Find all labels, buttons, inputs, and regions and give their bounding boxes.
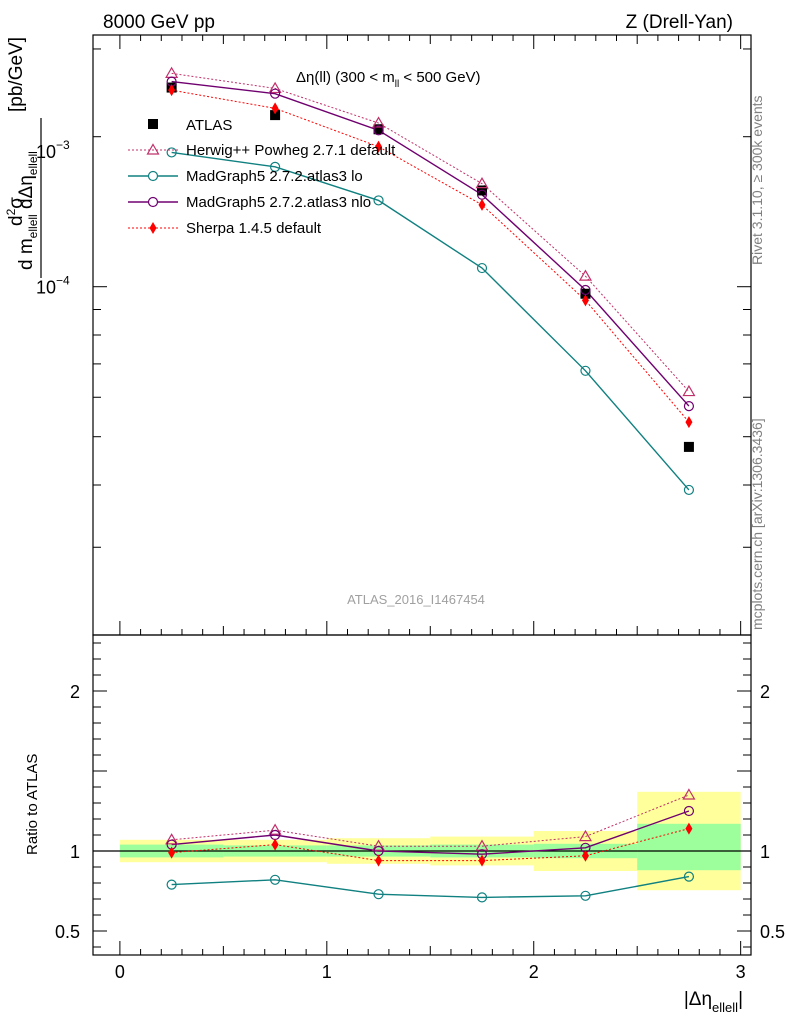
main-point-herwig: [578, 269, 593, 281]
main-point-herwig: [268, 81, 282, 94]
main-point-mg_nlo: [269, 88, 281, 99]
ratio-point-mg_lo: [580, 890, 591, 901]
main-point-sherpa: [271, 102, 279, 115]
main-point-mg_nlo: [683, 400, 695, 412]
ratio-point-herwig: [682, 788, 696, 800]
main-point-herwig: [165, 66, 179, 78]
ratio-point-mg_lo: [166, 879, 177, 890]
main-point-sherpa: [375, 140, 383, 153]
main-point-sherpa: [478, 198, 486, 211]
legend-label-herwig: Herwig++ Powheg 2.7.1 default: [186, 142, 396, 159]
ratio-y-tick-label-left: 2: [70, 682, 80, 702]
legend-label-atlas: ATLAS: [186, 117, 232, 134]
legend-entry-atlas: ATLAS: [148, 117, 232, 134]
ratio-point-herwig: [268, 823, 282, 835]
legend-marker-sherpa: [149, 222, 157, 234]
main-point-mg_lo: [580, 365, 591, 376]
ratio-point-mg_lo: [373, 889, 384, 900]
ratio-point-mg_nlo: [683, 805, 695, 817]
ratio-point-herwig: [372, 839, 386, 851]
ratio-y-axis-label: Ratio to ATLAS: [24, 754, 41, 855]
legend: ATLAS Herwig++ Powheg 2.7.1 default MadG…: [128, 117, 396, 237]
ratio-y-tick-label-left: 0.5: [55, 922, 80, 942]
ratio-panel-frame: [92, 634, 752, 956]
main-line-mg_nlo: [171, 80, 690, 407]
main-point-mg_nlo: [373, 125, 384, 136]
header-right-label: Z (Drell-Yan): [626, 12, 733, 33]
legend-entry-sherpa: Sherpa 1.4.5 default: [128, 220, 322, 237]
ratio-point-sherpa: [685, 822, 693, 835]
legend-label-sherpa: Sherpa 1.4.5 default: [186, 220, 322, 237]
legend-entry-mg-nlo: MadGraph5 2.7.2.atlas3 nlo: [128, 194, 371, 211]
mcplots-label: mcplots.cern.ch [arXiv:1306.3436]: [749, 418, 765, 630]
legend-marker-mg-lo: [147, 170, 159, 182]
ratio-uncertainty-bands: [93, 791, 751, 891]
y-tick-label: 10−4: [36, 274, 70, 298]
ratio-point-herwig: [578, 829, 593, 842]
ratio-point-sherpa: [581, 849, 589, 862]
main-point-atlas: [373, 124, 384, 135]
ratio-y-tick-label-right: 2: [760, 682, 770, 702]
ratio-y-tick-label-left: 1: [70, 842, 80, 862]
x-tick-label: 1: [322, 962, 332, 982]
series-lines: [171, 72, 690, 899]
main-line-sherpa: [171, 89, 690, 423]
x-tick-label: 2: [529, 962, 539, 982]
ratio-point-mg_lo: [269, 874, 281, 885]
legend-marker-mg-nlo: [147, 196, 159, 208]
main-point-atlas: [270, 110, 281, 121]
main-point-mg_lo: [269, 161, 281, 172]
legend-entry-herwig: Herwig++ Powheg 2.7.1 default: [128, 142, 396, 159]
ratio-line-mg_nlo: [171, 810, 690, 855]
ratio-point-mg_lo: [683, 871, 695, 882]
main-line-herwig: [171, 72, 690, 392]
rivet-version-label: Rivet 3.1.10, ≥ 300k events: [749, 95, 765, 265]
legend-entry-mg-lo: MadGraph5 2.7.2.atlas3 lo: [128, 168, 363, 185]
header-left-label: 8000 GeV pp: [103, 12, 215, 33]
legend-label-mg-nlo: MadGraph5 2.7.2.atlas3 nlo: [186, 194, 371, 211]
axis-ticks: [93, 35, 751, 955]
main-point-atlas: [683, 441, 694, 452]
legend-marker-herwig: [146, 143, 160, 155]
main-point-herwig: [682, 384, 696, 397]
main-point-herwig: [372, 116, 386, 128]
main-point-sherpa: [685, 416, 693, 429]
analysis-id-label: ATLAS_2016_I1467454: [347, 592, 485, 607]
ratio-point-sherpa: [271, 838, 279, 851]
x-axis-label: |Δηellell|: [684, 989, 743, 1015]
ratio-point-mg_lo: [476, 892, 488, 903]
svg-text:d mellell dΔηellell: d mellell dΔηellell: [16, 151, 40, 270]
main-point-atlas: [580, 288, 591, 299]
ratio-point-sherpa: [478, 854, 486, 867]
main-point-mg_lo: [373, 195, 384, 206]
main-point-mg_lo: [683, 484, 695, 496]
ratio-point-sherpa: [168, 846, 176, 859]
x-tick-label: 3: [736, 962, 746, 982]
main-line-mg_lo: [171, 151, 690, 491]
svg-text:d2σ: d2σ: [4, 197, 27, 226]
ratio-line-sherpa: [171, 828, 690, 862]
ratio-y-tick-label-right: 0.5: [760, 922, 785, 942]
ratio-y-tick-label-right: 1: [760, 842, 770, 862]
main-point-mg_lo: [476, 262, 488, 274]
ratio-line-herwig: [171, 794, 690, 847]
legend-marker-atlas: [148, 119, 158, 129]
main-point-sherpa: [581, 294, 589, 307]
main-point-herwig: [475, 176, 489, 189]
ratio-point-herwig: [165, 833, 179, 845]
main-point-mg_lo: [166, 147, 177, 158]
legend-label-mg-lo: MadGraph5 2.7.2.atlas3 lo: [186, 168, 363, 185]
x-tick-label: 0: [115, 962, 125, 982]
ratio-line-mg_lo: [171, 875, 690, 899]
ratio-point-sherpa: [375, 854, 383, 867]
plot-title: Δη(ll) (300 < mll < 500 GeV): [296, 69, 481, 90]
series-markers: [165, 66, 696, 903]
svg-text:[pb/GeV]: [pb/GeV]: [6, 37, 27, 112]
main-y-axis-label: d mellell dΔηellell d2σ [pb/GeV]: [4, 37, 42, 278]
main-point-sherpa: [168, 84, 176, 97]
